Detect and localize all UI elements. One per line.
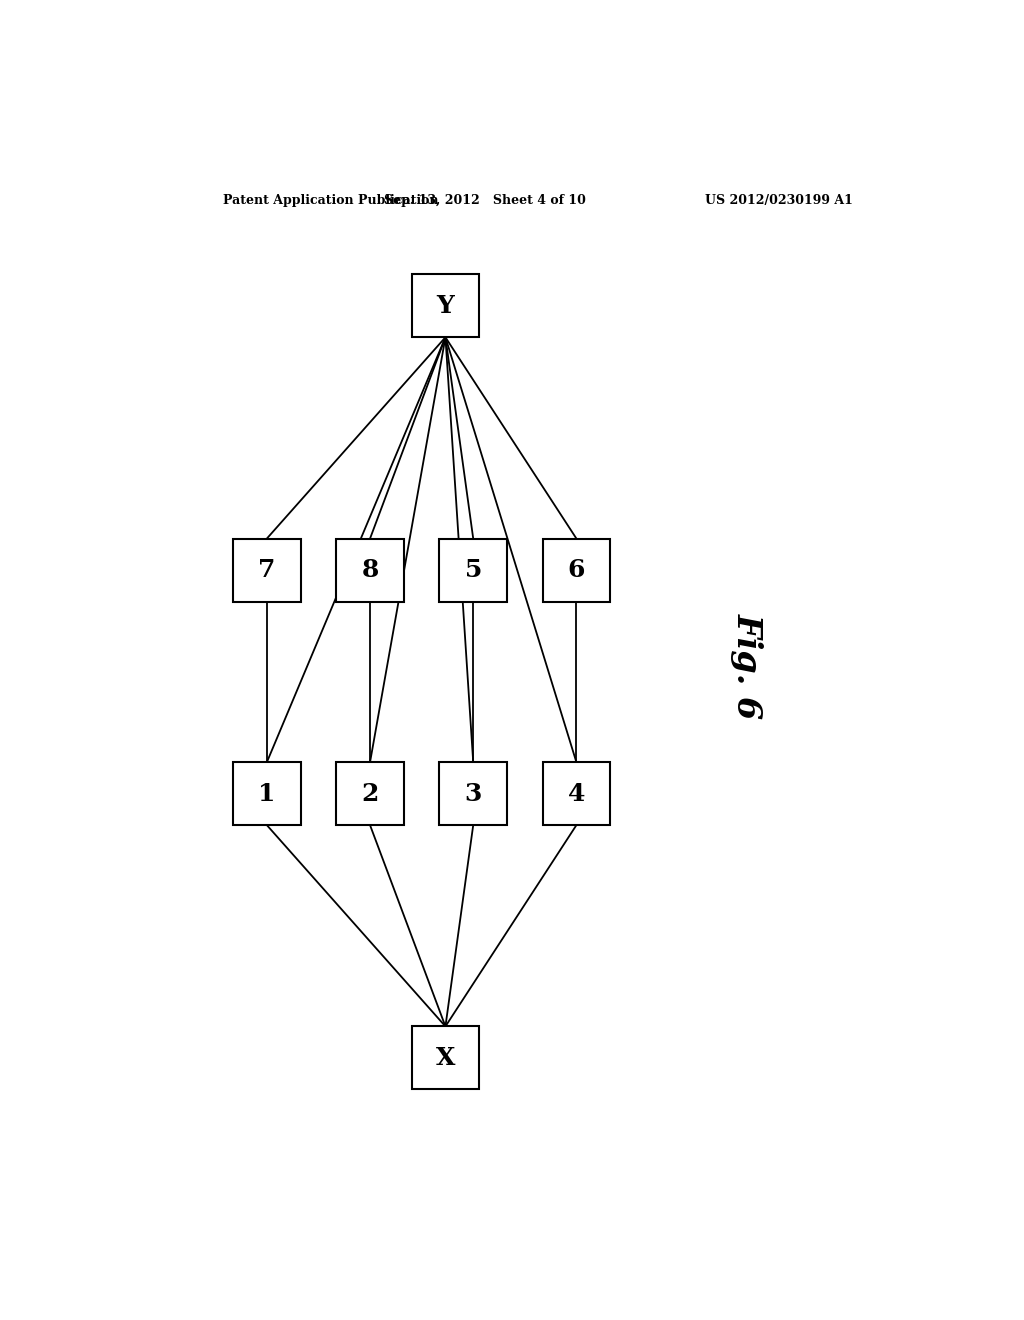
Text: 5: 5 (465, 558, 482, 582)
FancyBboxPatch shape (439, 539, 507, 602)
Text: 1: 1 (258, 781, 275, 805)
Text: Patent Application Publication: Patent Application Publication (223, 194, 438, 207)
Text: Sep. 13, 2012   Sheet 4 of 10: Sep. 13, 2012 Sheet 4 of 10 (384, 194, 586, 207)
FancyBboxPatch shape (412, 1027, 479, 1089)
FancyBboxPatch shape (336, 539, 403, 602)
Text: 3: 3 (465, 781, 482, 805)
Text: US 2012/0230199 A1: US 2012/0230199 A1 (705, 194, 853, 207)
FancyBboxPatch shape (336, 762, 403, 825)
FancyBboxPatch shape (543, 762, 610, 825)
Text: 7: 7 (258, 558, 275, 582)
Text: Y: Y (436, 294, 455, 318)
Text: Fig. 6: Fig. 6 (730, 614, 764, 719)
FancyBboxPatch shape (233, 539, 301, 602)
Text: 4: 4 (567, 781, 585, 805)
Text: 6: 6 (567, 558, 585, 582)
FancyBboxPatch shape (233, 762, 301, 825)
FancyBboxPatch shape (543, 539, 610, 602)
FancyBboxPatch shape (412, 275, 479, 338)
FancyBboxPatch shape (439, 762, 507, 825)
Text: 8: 8 (361, 558, 379, 582)
Text: X: X (435, 1045, 456, 1071)
Text: 2: 2 (361, 781, 379, 805)
